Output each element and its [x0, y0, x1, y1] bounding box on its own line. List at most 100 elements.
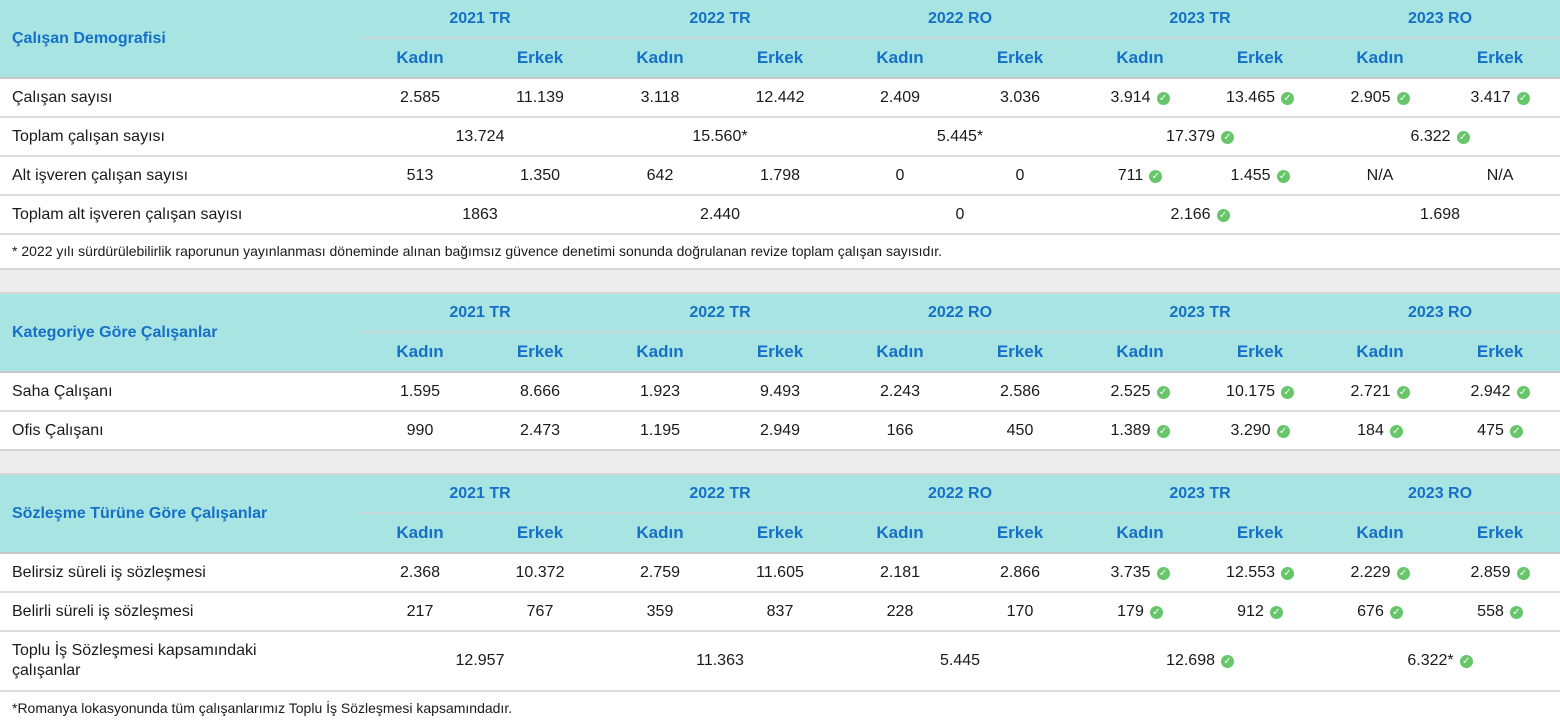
section-gap — [0, 449, 1560, 475]
cell-value: 2.473 — [519, 421, 561, 439]
cell-value: 2.905 — [1350, 88, 1391, 106]
gender-header-male: Erkek — [1236, 48, 1284, 67]
cell-value: 166 — [886, 421, 914, 439]
year-header: 2021 TR — [360, 0, 600, 39]
cell-value: 2.181 — [879, 563, 921, 581]
check-circle-icon: ✓ — [1156, 424, 1170, 438]
cell-value: 12.698 — [1166, 652, 1215, 669]
gender-header-male: Erkek — [996, 523, 1044, 542]
value-cell: 676 ✓ — [1320, 591, 1441, 631]
value-cell: 711 ✓ — [1080, 155, 1201, 195]
value-cell: 2.949 — [720, 410, 840, 449]
row-label-text: Çalışan sayısı — [12, 88, 113, 106]
cell-value: 513 — [406, 166, 434, 184]
cell-value: 5.445 — [939, 652, 981, 669]
cell-value: 13.465 — [1226, 88, 1275, 106]
row-label-text: Toplu İş Sözleşmesi kapsamındaki çalışan… — [12, 642, 257, 679]
value-cell: 990 — [360, 410, 480, 449]
value-cell: 767 — [480, 591, 600, 631]
check-circle-icon: ✓ — [1280, 566, 1294, 580]
value-cell: 2.586 — [960, 371, 1081, 411]
section-employee-demographics: Çalışan Demografisi 2021 TR 2022 TR 2022 RO… — [0, 0, 1560, 268]
cell-value: 2.866 — [999, 563, 1041, 581]
value-cell: 11.605 — [720, 552, 840, 592]
check-circle-icon: ✓ — [1269, 605, 1283, 619]
value-cell: 0 — [960, 155, 1081, 195]
row-label-text: Ofis Çalışanı — [12, 421, 104, 439]
year-header: 2022 TR — [600, 475, 840, 514]
value-cell: 2.473 — [480, 410, 600, 449]
cell-value: 2.440 — [699, 205, 741, 223]
cell-value: 170 — [1006, 602, 1034, 620]
header-row-years: Kategoriye Göre Çalışanlar 2021 TR 2022 TR… — [0, 294, 1560, 341]
row-label: Toplam alt işveren çalışan sayısı — [0, 194, 360, 233]
cell-value: 767 — [526, 602, 554, 620]
value-cell: 2.866 — [960, 552, 1081, 592]
cell-value: 5.445* — [936, 127, 984, 145]
cell-value: 12.957 — [455, 652, 505, 669]
cell-value: 3.118 — [640, 88, 680, 106]
value-cell: 12.442 — [720, 77, 840, 117]
cell-value: 475 — [1477, 421, 1504, 439]
year-header: 2022 RO — [840, 475, 1081, 514]
value-cell: 2.166 ✓ — [1080, 194, 1321, 233]
value-cell: 12.553 ✓ — [1200, 552, 1321, 592]
value-cell: 179 ✓ — [1080, 591, 1201, 631]
year-header: 2023 TR — [1080, 475, 1321, 514]
check-circle-icon: ✓ — [1456, 130, 1470, 144]
section-employees-by-category: Kategoriye Göre Çalışanlar 2021 TR 2022 TR… — [0, 294, 1560, 449]
value-cell: 475 ✓ — [1440, 410, 1560, 449]
check-circle-icon: ✓ — [1509, 424, 1523, 438]
check-circle-icon: ✓ — [1516, 385, 1530, 399]
row-label-text: Alt işveren çalışan sayısı — [12, 166, 189, 184]
value-cell: 11.363 — [600, 630, 840, 690]
value-cell: 2.905 ✓ — [1320, 77, 1441, 117]
cell-value: 0 — [955, 205, 965, 223]
gender-header-male: Erkek — [1476, 48, 1524, 67]
cell-value: 1.595 — [399, 382, 441, 400]
table-row: Alt işveren çalışan sayısı 513 1.350 642 1.7… — [0, 155, 1560, 195]
value-cell: 170 — [960, 591, 1081, 631]
cell-value: 17.379 — [1166, 127, 1215, 145]
gender-header-female: Kadın — [876, 342, 924, 361]
table-row: Toplam çalışan sayısı 13.724 15.560* 5.445*… — [0, 116, 1560, 156]
gender-header-female: Kadın — [636, 48, 684, 67]
cell-value: 9.493 — [759, 382, 801, 400]
check-circle-icon: ✓ — [1516, 566, 1530, 580]
cell-value: 2.586 — [999, 382, 1041, 400]
row-label: Belirli süreli iş sözleşmesi — [0, 591, 360, 631]
value-cell: 8.666 — [480, 371, 600, 411]
row-label: Alt işveren çalışan sayısı — [0, 155, 360, 195]
cell-value: 3.036 — [999, 88, 1041, 106]
value-cell: 558 ✓ — [1440, 591, 1560, 631]
check-circle-icon: ✓ — [1220, 655, 1234, 668]
value-cell: 11.139 — [480, 77, 600, 117]
section-title: Sözleşme Türüne Göre Çalışanlar — [12, 504, 268, 522]
check-circle-icon: ✓ — [1156, 91, 1170, 105]
cell-value: 2.859 — [1470, 563, 1511, 581]
row-label-text: Toplam çalışan sayısı — [12, 127, 165, 145]
gender-header-female: Kadın — [636, 342, 684, 361]
value-cell: 13.724 — [360, 116, 600, 156]
value-cell: 837 — [720, 591, 840, 631]
cell-value: 1863 — [462, 205, 498, 223]
check-circle-icon: ✓ — [1280, 91, 1294, 105]
footnote: * 2022 yılı sürdürülebilirlik raporunun … — [0, 233, 1560, 268]
value-cell: 3.036 — [960, 77, 1081, 117]
gender-header-female: Kadın — [396, 342, 444, 361]
value-cell: 1.595 — [360, 371, 480, 411]
row-label: Ofis Çalışanı — [0, 410, 360, 449]
cell-value: 10.175 — [1226, 382, 1275, 400]
value-cell: 12.957 — [360, 630, 600, 690]
value-cell: 2.243 — [840, 371, 960, 411]
check-circle-icon: ✓ — [1149, 605, 1163, 619]
footnote: *Romanya lokasyonunda tüm çalışanlarımız… — [0, 690, 1560, 725]
row-label-text: Saha Çalışanı — [12, 382, 113, 400]
cell-value: 0 — [1015, 166, 1025, 184]
value-cell: 5.445 — [840, 630, 1081, 690]
data-table: Sözleşme Türüne Göre Çalışanlar 2021 TR 20… — [0, 475, 1560, 690]
gender-header-male: Erkek — [1236, 342, 1284, 361]
row-label: Çalışan sayısı — [0, 77, 360, 117]
value-cell: 17.379 ✓ — [1080, 116, 1321, 156]
cell-value: 15.560* — [692, 127, 748, 145]
